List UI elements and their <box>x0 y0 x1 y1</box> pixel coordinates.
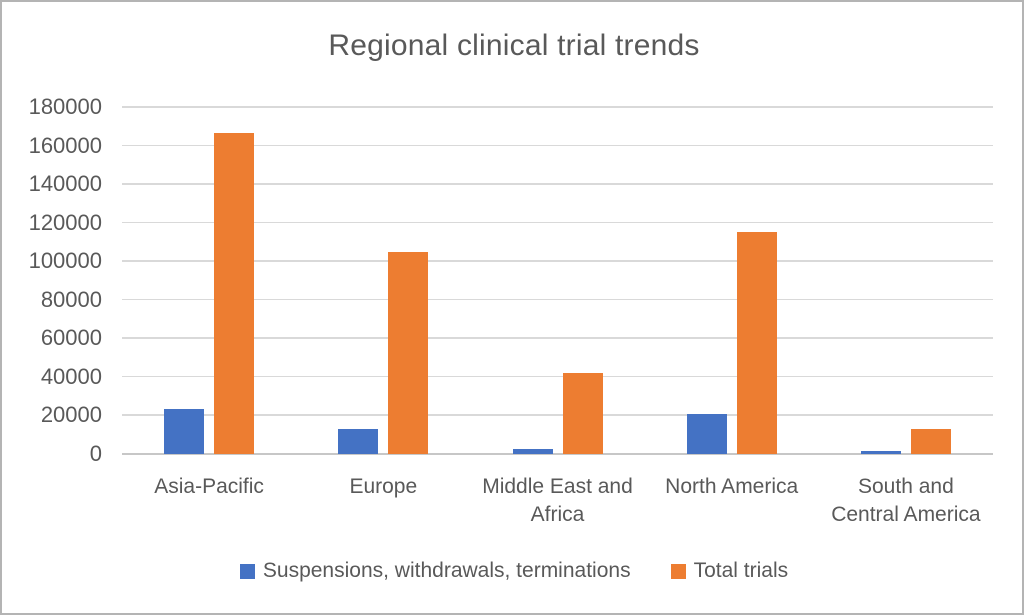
x-category-label-north-america: North America <box>665 475 799 498</box>
bar-suspensions-north-america <box>686 414 727 454</box>
legend-swatch-icon <box>670 563 686 579</box>
x-category-label-middle-east-and-africa: Middle East and Africa <box>482 475 633 526</box>
legend-swatch-icon <box>239 563 255 579</box>
x-category-label-asia-pacific: Asia-Pacific <box>154 475 264 498</box>
x-axis-line <box>122 453 993 455</box>
y-gridline <box>122 144 993 147</box>
x-category-label-europe: Europe <box>349 475 418 498</box>
y-tick-label: 40000 <box>40 363 102 389</box>
bar-suspensions-south-and-central-america <box>860 450 901 454</box>
y-gridline <box>122 298 993 301</box>
y-tick-label: 0 <box>89 441 102 466</box>
bar-total-trial-middle-east-and-africa <box>562 373 603 454</box>
y-tick-label: 80000 <box>40 286 102 312</box>
y-gridline <box>122 183 993 185</box>
bar-total-trial-asia-pacific <box>214 133 255 454</box>
legend-item-suspensions: Suspensions, withdrawals, terminations <box>239 559 631 583</box>
y-tick-label: 180000 <box>28 94 102 119</box>
y-gridline <box>122 414 993 416</box>
y-gridline <box>122 375 993 378</box>
legend-item-total-trial: Total trials <box>670 559 789 583</box>
bar-suspensions-middle-east-and-africa <box>512 448 553 454</box>
bar-total-trial-south-and-central-america <box>910 428 951 454</box>
y-tick-label: 20000 <box>40 402 102 428</box>
y-tick-label: 160000 <box>28 132 102 158</box>
bar-total-trial-north-america <box>736 232 777 454</box>
y-gridline <box>122 337 993 339</box>
y-tick-label: 100000 <box>28 248 102 274</box>
y-tick-label: 60000 <box>40 325 102 351</box>
bar-suspensions-europe <box>338 428 379 454</box>
y-gridline <box>122 221 993 224</box>
y-gridline <box>122 106 993 108</box>
bar-total-trial-europe <box>388 251 429 454</box>
bar-suspensions-asia-pacific <box>164 408 205 454</box>
legend-label: Suspensions, withdrawals, terminations <box>262 559 631 582</box>
y-gridline <box>122 260 993 262</box>
y-tick-label: 120000 <box>28 209 102 235</box>
x-category-label-south-and-central-america: South and Central America <box>831 475 981 526</box>
legend-label: Total trials <box>693 559 789 582</box>
legend: Suspensions, withdrawals, terminations To… <box>2 559 1022 583</box>
chart-title: Regional clinical trial trends <box>328 29 700 62</box>
y-tick-label: 140000 <box>28 171 102 197</box>
